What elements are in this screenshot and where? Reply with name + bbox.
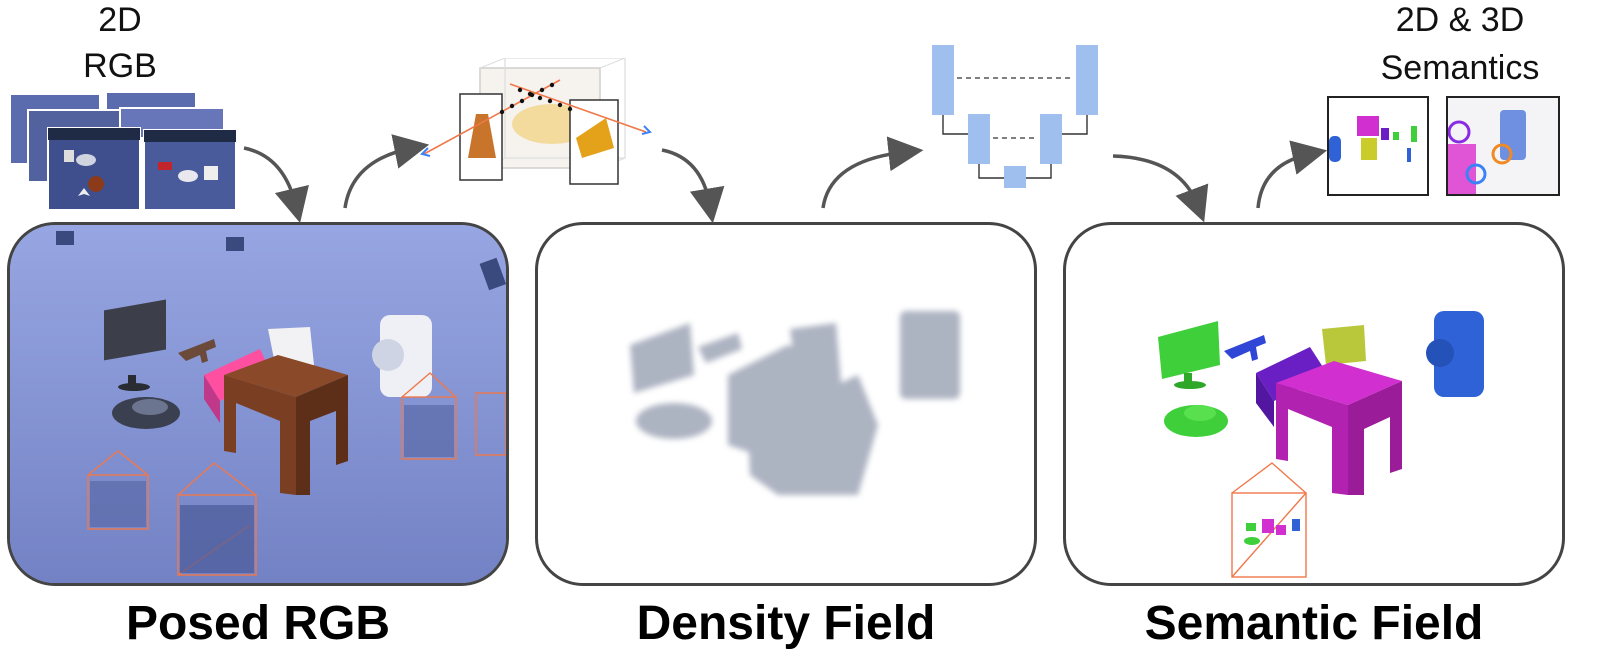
output-2d-semantics [1327,96,1429,196]
arrow-curved-icon [1112,154,1209,223]
density-field-title: Density Field [636,597,936,650]
output-3d-semantics [1446,96,1560,196]
arrow-curved-icon [821,136,924,209]
semantic-field-title: Semantic Field [1144,597,1484,650]
input-image-stack [8,92,238,212]
semantic-field-panel [1063,222,1565,586]
posed-rgb-panel [7,222,509,586]
density-field-panel [535,222,1037,586]
input-rgb-label: RGB [83,47,157,85]
arrow-curved-icon [243,146,309,224]
input-2d-label: 2D [98,1,142,39]
output-label-line1: 2D & 3D [1395,1,1525,39]
arrow-curved-icon [1256,140,1328,209]
output-label-line2: Semantics [1380,49,1540,87]
ray-cube-icon [410,58,670,188]
arrow-curved-icon [343,134,430,209]
posed-rgb-title: Posed RGB [125,597,391,650]
unet-icon [925,40,1115,190]
